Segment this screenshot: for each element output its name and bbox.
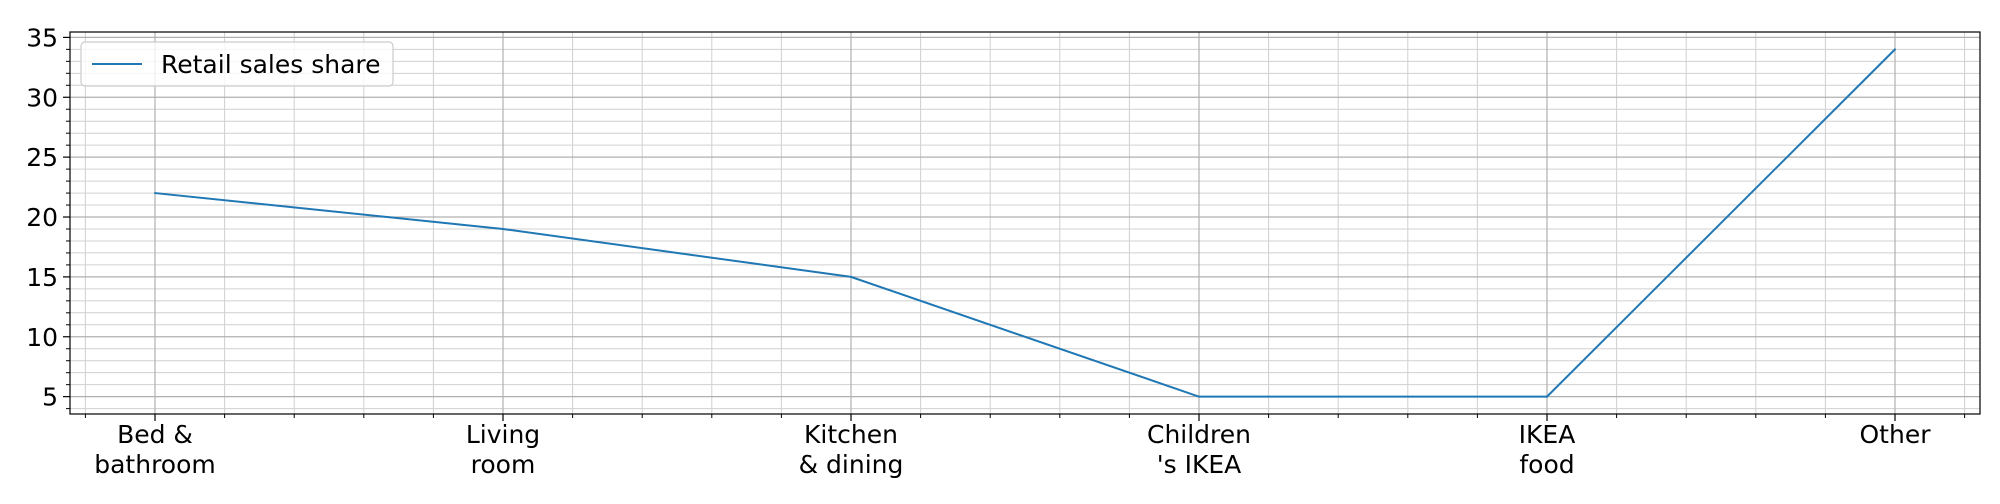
series-layer xyxy=(154,48,1896,398)
y-tick-label: 30 xyxy=(26,83,58,112)
data-point xyxy=(1894,48,1896,51)
y-tick-label: 35 xyxy=(26,23,58,52)
ticks-layer: Bed & bathroom Living room Kitchen & dining Ch… xyxy=(26,23,1966,479)
x-tick-label: Bed & bathroom xyxy=(94,420,216,479)
y-tick-label: 20 xyxy=(26,203,58,232)
x-tick-label: Other xyxy=(1860,420,1932,449)
data-point xyxy=(850,275,852,278)
plot-frame xyxy=(69,31,1981,415)
x-tick-label: Children's IKEA xyxy=(1147,420,1251,479)
x-tick-label: IKEA food xyxy=(1519,420,1576,479)
grid-layer xyxy=(70,32,1980,414)
y-tick-label: 10 xyxy=(26,323,58,352)
axes-layer xyxy=(69,31,1981,415)
legend-label: Retail sales share xyxy=(161,50,381,79)
x-tick-label: Living room xyxy=(466,420,540,479)
y-tick-label: 5 xyxy=(42,383,58,412)
legend-box xyxy=(80,41,394,87)
data-point xyxy=(502,227,504,230)
y-tick-label: 15 xyxy=(26,263,58,292)
data-point xyxy=(154,192,156,195)
series-line-1 xyxy=(154,48,1896,398)
data-point xyxy=(1198,395,1200,398)
legend: Retail sales share xyxy=(80,41,394,87)
y-tick-label: 25 xyxy=(26,143,58,172)
x-tick-label: Kitchen & dining xyxy=(799,420,904,479)
data-point xyxy=(1546,395,1548,398)
